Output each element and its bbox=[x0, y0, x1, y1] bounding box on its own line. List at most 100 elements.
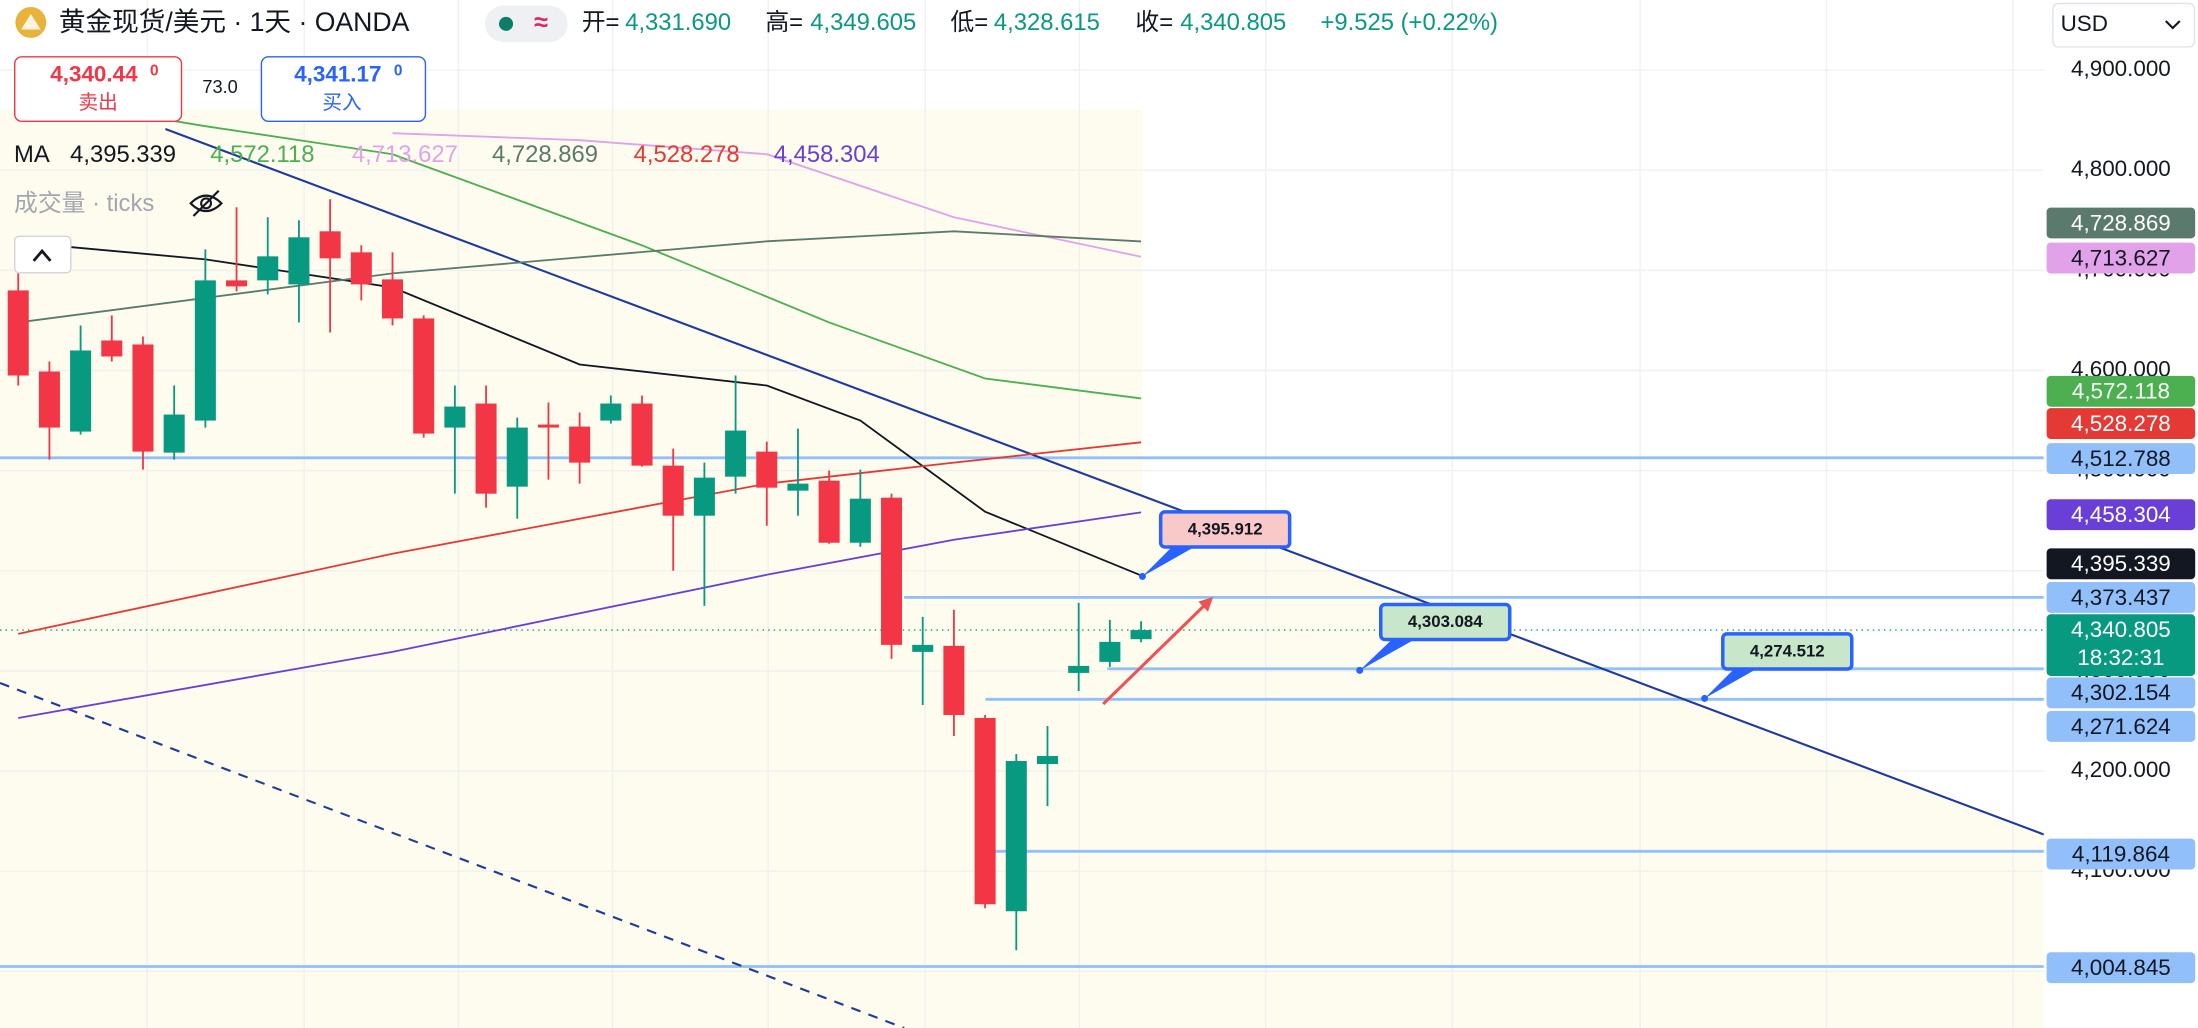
ma-line bbox=[18, 94, 1142, 400]
candle-body bbox=[881, 497, 903, 645]
y-tick-label: 4,900.000 bbox=[2071, 56, 2171, 81]
sell-button[interactable] bbox=[14, 56, 183, 123]
candle-body bbox=[662, 465, 684, 516]
candle-body bbox=[288, 237, 310, 285]
callout-label: 4,303.084 bbox=[1408, 612, 1483, 631]
arrow bbox=[1102, 596, 1214, 706]
ma-value: 4,458.304 bbox=[774, 141, 880, 168]
high-value: 4,349.605 bbox=[810, 9, 916, 36]
symbol[interactable]: 黄金现货/美元 · 1天 · OANDA bbox=[59, 7, 410, 37]
candle-body bbox=[350, 252, 372, 285]
currency: USD bbox=[2061, 11, 2108, 36]
candle-body bbox=[132, 344, 154, 452]
status-pill[interactable] bbox=[485, 5, 568, 43]
line-badge: 4,373.437 bbox=[2071, 585, 2171, 610]
callout-anchor bbox=[1356, 666, 1364, 674]
line-badge: 4,512.788 bbox=[2071, 446, 2171, 471]
line-badge: 4,271.624 bbox=[2071, 714, 2171, 739]
countdown: 18:32:31 bbox=[2077, 645, 2164, 670]
ma-badge-bg bbox=[2046, 207, 2196, 239]
market-status bbox=[499, 16, 514, 31]
buy-label: 买入 bbox=[322, 92, 361, 114]
spread: 73.0 bbox=[202, 77, 237, 97]
candle-body bbox=[693, 477, 715, 516]
candle-body bbox=[1099, 641, 1121, 662]
candle-body bbox=[569, 426, 591, 463]
candle-body bbox=[1036, 756, 1058, 765]
vertical-grid bbox=[146, 0, 2014, 1028]
candles bbox=[7, 199, 1152, 951]
callouts: 4,395.912 4,303.084 4,274.512 bbox=[1138, 510, 1854, 702]
candle-body bbox=[818, 480, 840, 543]
candle-body bbox=[725, 430, 747, 477]
hide-icon[interactable] bbox=[189, 189, 223, 217]
callout-label: 4,274.512 bbox=[1750, 642, 1825, 661]
candle-body bbox=[912, 644, 934, 652]
dropdown-chevron bbox=[2165, 20, 2181, 30]
ma-badge-bg bbox=[2046, 375, 2196, 407]
candle-body bbox=[1130, 630, 1152, 640]
candle-body bbox=[537, 424, 559, 428]
price-lines bbox=[0, 456, 2044, 968]
close-label: 收= bbox=[1135, 9, 1173, 36]
line-badge-bg bbox=[2046, 952, 2196, 984]
zone-fill bbox=[0, 109, 2044, 1028]
sell-price-sup: 0 bbox=[150, 63, 159, 80]
callout-box bbox=[1379, 602, 1512, 642]
ma-legend: 4,395.339 4,572.118 4,713.627 4,728.869 4,52… bbox=[70, 141, 880, 168]
ma-value: 4,728.869 bbox=[492, 141, 598, 168]
y-tick-label: 4,200.000 bbox=[2071, 757, 2171, 782]
candle-body bbox=[506, 427, 528, 487]
callout-anchor bbox=[1138, 572, 1146, 580]
ma-badge-bg bbox=[2046, 408, 2196, 439]
ma-line bbox=[392, 132, 1142, 258]
collapse-icon bbox=[32, 248, 52, 262]
current-price: 4,340.805 bbox=[2071, 617, 2171, 642]
ma-badge: 4,713.627 bbox=[2071, 245, 2171, 270]
high-label: 高= bbox=[765, 9, 803, 36]
collapse-button[interactable] bbox=[14, 235, 72, 274]
dashed-trend-line bbox=[0, 682, 905, 1028]
buy-price-sup: 0 bbox=[394, 63, 403, 80]
callout-label: 4,395.912 bbox=[1188, 520, 1263, 539]
callout-box bbox=[1721, 632, 1854, 671]
candle-body bbox=[257, 256, 279, 281]
open-label: 开= bbox=[582, 9, 620, 36]
callout-pointer bbox=[1359, 639, 1415, 671]
currency-dropdown[interactable] bbox=[2052, 2, 2196, 48]
ma-badge: 4,395.339 bbox=[2071, 551, 2171, 576]
ma-label: MA bbox=[14, 141, 50, 168]
candle-body bbox=[475, 403, 497, 494]
delay-icon: ≈ bbox=[534, 9, 548, 37]
ma-badge: 4,528.278 bbox=[2071, 411, 2171, 436]
candle-body bbox=[101, 340, 123, 357]
logo-mark bbox=[21, 14, 41, 30]
ma-line bbox=[18, 511, 1142, 719]
candle-body bbox=[319, 231, 341, 259]
candle-body bbox=[849, 498, 871, 543]
candle-body bbox=[38, 371, 60, 428]
candle-body bbox=[381, 279, 404, 319]
line-badge-bg bbox=[2046, 582, 2196, 613]
volume-label: 成交量 · ticks bbox=[14, 190, 154, 217]
callout-box bbox=[1158, 510, 1292, 549]
ma-value: 4,395.339 bbox=[70, 141, 176, 168]
line-badge: 4,302.154 bbox=[2071, 680, 2171, 705]
candle-body bbox=[756, 451, 778, 488]
line-badge-bg bbox=[2046, 443, 2196, 475]
buy-price: 4,341.17 bbox=[294, 62, 381, 87]
sell-price: 4,340.44 bbox=[50, 62, 138, 87]
candle-body bbox=[226, 280, 248, 287]
candle-body bbox=[1005, 761, 1027, 912]
candle-body bbox=[943, 645, 965, 715]
buy-button[interactable] bbox=[260, 56, 427, 123]
low-value: 4,328.615 bbox=[994, 9, 1100, 36]
price-badges: 4,395.339 4,572.118 4,713.627 4,728.869 4,52… bbox=[2046, 207, 2196, 984]
line-badge-bg bbox=[2046, 677, 2196, 709]
ma-badge-bg bbox=[2046, 242, 2196, 274]
candle-body bbox=[1068, 665, 1090, 673]
line-badge: 4,004.845 bbox=[2071, 955, 2171, 980]
line-badge-bg bbox=[2046, 711, 2196, 742]
